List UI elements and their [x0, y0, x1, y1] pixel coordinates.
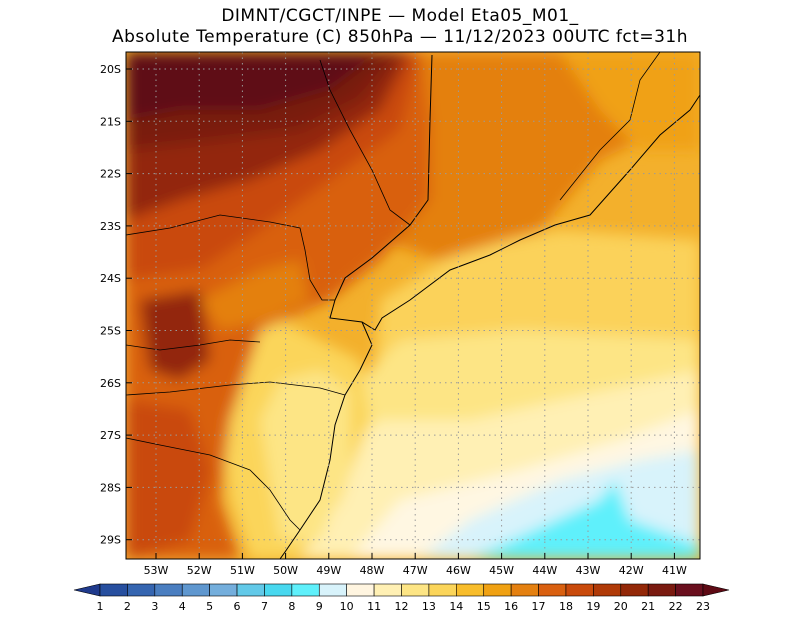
lat-label: 28S	[100, 481, 121, 494]
colorbar-segment	[264, 583, 293, 597]
colorbar-label: 15	[477, 600, 491, 613]
colorbar-label: 2	[124, 600, 131, 613]
colorbar-segment	[209, 583, 238, 597]
map-frame	[125, 51, 701, 560]
lat-label: 22S	[100, 168, 121, 181]
field-ne-amber	[560, 52, 700, 150]
lon-label: 50W	[273, 564, 298, 577]
lat-label: 27S	[100, 429, 121, 442]
longitude-axis: 53W 52W 51W 50W 49W 48W 47W 46W 45W 44W 43W 42W 41W	[144, 553, 687, 577]
chart-title-line1: DIMNT/CGCT/INPE — Model Eta05_M01_	[221, 6, 579, 26]
lon-label: 47W	[403, 564, 428, 577]
colorbar-segment	[675, 583, 704, 597]
lat-label: 25S	[100, 325, 121, 338]
colorbar-label: 11	[367, 600, 381, 613]
colorbar-segment	[565, 583, 594, 597]
lat-label: 20S	[100, 63, 121, 76]
state-boundary-3	[126, 437, 301, 531]
colorbar-segment	[318, 583, 347, 597]
colorbar-segment	[620, 583, 649, 597]
colorbar-label: 5	[206, 600, 213, 613]
lon-label: 45W	[489, 564, 514, 577]
lat-label: 29S	[100, 534, 121, 547]
colorbar-segment	[236, 583, 265, 597]
state-boundary-5	[559, 52, 661, 201]
colorbar-segment	[181, 583, 210, 597]
colorbar-segment	[647, 583, 676, 597]
chart-title-line2: Absolute Temperature (C) 850hPa — 11/12/…	[111, 27, 689, 47]
colorbar-segment	[593, 583, 622, 597]
colorbar-segment	[428, 583, 457, 597]
lon-label: 52W	[187, 564, 212, 577]
lon-label: 46W	[446, 564, 471, 577]
latitude-axis: 20S 21S 22S 23S 24S 25S 26S 27S 28S 29S	[100, 63, 132, 547]
lon-label: 48W	[360, 564, 385, 577]
temperature-field	[126, 52, 700, 559]
colorbar-label: 23	[696, 600, 710, 613]
lon-label: 51W	[230, 564, 255, 577]
colorbar-label: 20	[614, 600, 628, 613]
field-nw-darkest	[126, 52, 380, 120]
colorbar-segment	[510, 583, 539, 597]
colorbar-segment	[346, 583, 375, 597]
lon-label: 53W	[144, 564, 169, 577]
colorbar-label: 8	[288, 600, 295, 613]
state-boundary-1	[126, 214, 335, 301]
lat-label: 23S	[100, 220, 121, 233]
lat-label: 21S	[100, 115, 121, 128]
colorbar-segment	[538, 583, 567, 597]
colorbar-label: 17	[532, 600, 546, 613]
state-boundary-6	[126, 339, 261, 351]
lat-label: 24S	[100, 272, 121, 285]
colorbar-label: 19	[586, 600, 600, 613]
colorbar-label: 18	[559, 600, 573, 613]
lon-label: 43W	[576, 564, 601, 577]
colorbar-label: 22	[669, 600, 683, 613]
coastline-south	[279, 321, 373, 559]
lon-label: 44W	[532, 564, 557, 577]
field-w-darkred	[140, 290, 210, 380]
colorbar-segment	[456, 583, 485, 597]
lon-label: 42W	[619, 564, 644, 577]
field-w-orange	[200, 260, 310, 330]
colorbar-label: 13	[422, 600, 436, 613]
colorbar-label: 21	[641, 600, 655, 613]
colorbar-segment	[154, 583, 183, 597]
colorbar-label: 6	[234, 600, 241, 613]
colorbar-arrow-low	[73, 583, 101, 597]
colorbar-label: 3	[151, 600, 158, 613]
colorbar: 1 2 3 4 5 6 7 8 9 10 11 12 13 14 15 16 17 18 19 20 21 22 23	[73, 583, 730, 613]
graticule	[126, 52, 700, 559]
colorbar-label: 12	[395, 600, 409, 613]
colorbar-segment	[483, 583, 512, 597]
lon-label: 41W	[662, 564, 687, 577]
colorbar-label: 4	[179, 600, 186, 613]
lon-label: 49W	[316, 564, 341, 577]
colorbar-label: 14	[449, 600, 463, 613]
lat-label: 26S	[100, 377, 121, 390]
colorbar-label: 9	[316, 600, 323, 613]
colorbar-segment	[99, 583, 128, 597]
field-coastal-light	[260, 370, 350, 540]
colorbar-label: 1	[97, 600, 104, 613]
colorbar-segment	[127, 583, 156, 597]
colorbar-segment	[291, 583, 320, 597]
field-sw-red	[126, 400, 210, 559]
colorbar-arrow-high	[702, 583, 730, 597]
colorbar-segment	[401, 583, 430, 597]
colorbar-segment	[373, 583, 402, 597]
colorbar-label: 7	[261, 600, 268, 613]
colorbar-label: 16	[504, 600, 518, 613]
state-boundary-2	[126, 381, 346, 396]
coastline-north	[329, 54, 700, 331]
colorbar-label: 10	[340, 600, 354, 613]
